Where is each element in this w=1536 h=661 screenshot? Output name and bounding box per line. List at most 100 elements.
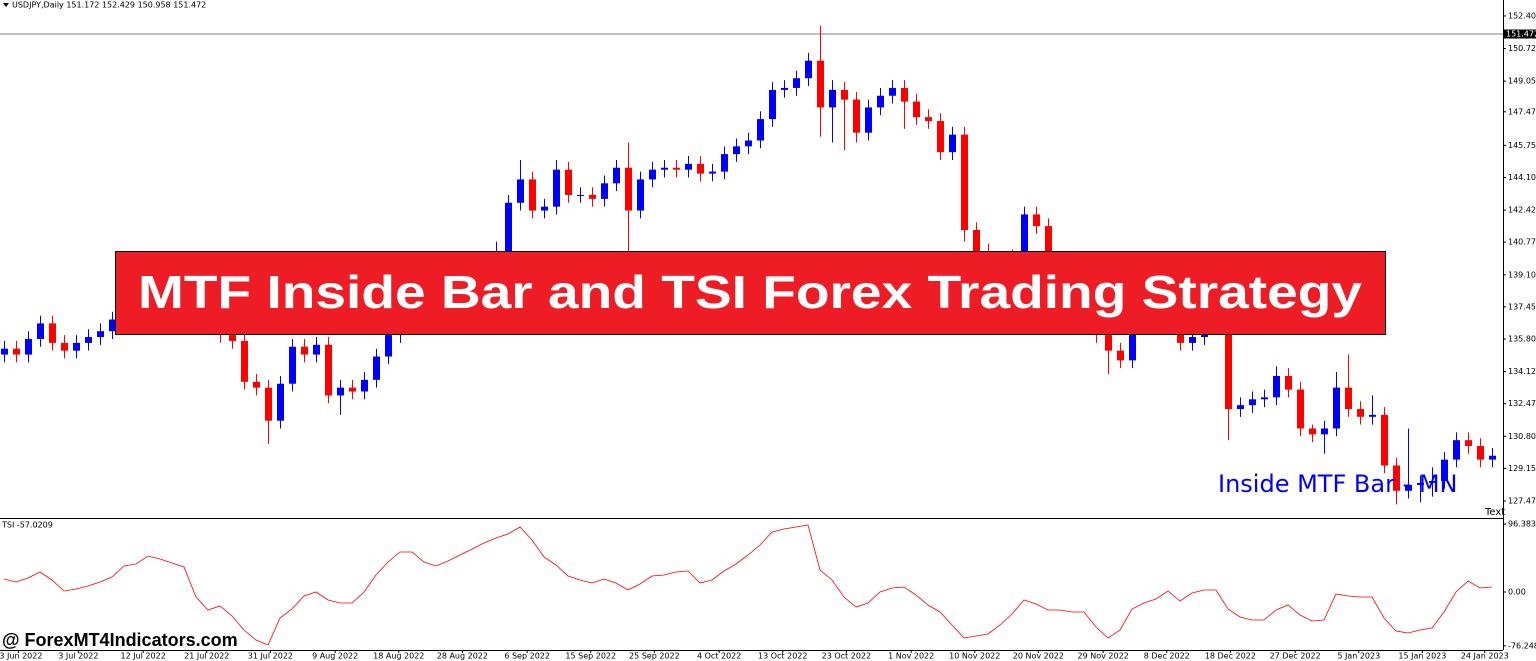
candle-body [1357, 409, 1364, 417]
candle-body [625, 167, 632, 211]
watermark: @ ForexMT4Indicators.com [2, 630, 238, 650]
candle-body [649, 169, 656, 180]
y-tick-label: 142.425 [1508, 206, 1536, 215]
x-tick-label: 15 Jan 2023 [1398, 652, 1446, 661]
candle-body [685, 163, 692, 170]
x-tick-label: 10 Nov 2022 [949, 652, 1000, 661]
candle-body [1333, 387, 1340, 429]
candle-body [877, 95, 884, 108]
indicator-title: TSI -57.0209 [1, 521, 53, 530]
candle-body [1477, 446, 1484, 460]
x-tick-label: 20 Nov 2022 [1013, 652, 1064, 661]
x-tick-label: 24 Jan 2023 [1461, 652, 1509, 661]
candle-body [697, 163, 704, 174]
candle-body [1489, 455, 1496, 460]
candle-body [721, 154, 728, 172]
candle-body [565, 169, 572, 195]
candle-body [937, 121, 944, 153]
candle-body [841, 89, 848, 100]
candle-body [253, 381, 260, 388]
candle-body [805, 60, 812, 79]
candle-body [829, 89, 836, 108]
y-tick-label: 134.125 [1508, 367, 1536, 376]
candle-body [1297, 389, 1304, 429]
candle-body [1225, 317, 1232, 410]
candle-body [973, 230, 980, 262]
x-tick-label: 18 Dec 2022 [1205, 652, 1256, 661]
x-tick-label: 4 Oct 2022 [697, 652, 741, 661]
candle-body [1249, 399, 1256, 406]
candle-body [1453, 440, 1460, 460]
candle-body [745, 140, 752, 147]
candle-body [229, 335, 236, 341]
candle-body [1345, 387, 1352, 410]
x-tick-label: 25 Sep 2022 [629, 652, 680, 661]
candle-body [949, 134, 956, 153]
candle-body [589, 194, 596, 199]
candle-body [781, 87, 788, 90]
candle-body [373, 356, 380, 380]
candle-body [733, 146, 740, 155]
y-tick-label: 137.450 [1508, 302, 1536, 311]
candle-body [661, 167, 668, 170]
y-tick-label: 129.150 [1508, 464, 1536, 473]
text-object: Text [1484, 507, 1505, 518]
candle-body [1429, 481, 1436, 483]
candle-body [889, 87, 896, 96]
candle-body [301, 346, 308, 355]
candle-body [1261, 397, 1268, 400]
candle-body [1405, 484, 1412, 491]
candle-body [553, 169, 560, 207]
candle-body [25, 338, 32, 355]
candle-body [757, 119, 764, 141]
x-tick-label: 18 Aug 2022 [373, 652, 424, 661]
y-tick-label: -76.248 [1508, 641, 1536, 650]
x-tick-label: 31 Jul 2022 [248, 652, 293, 661]
candle-body [37, 323, 44, 339]
y-tick-label: 150.725 [1508, 44, 1536, 53]
candle-body [13, 348, 20, 355]
y-tick-label: 135.800 [1508, 334, 1536, 343]
banner [115, 251, 1386, 335]
candle-body [1237, 405, 1244, 410]
y-tick-label: 96.3835 [1508, 520, 1536, 529]
x-tick-label: 5 Jan 2023 [1337, 652, 1380, 661]
y-tick-label: 0.00 [1508, 588, 1526, 597]
candle-body [277, 383, 284, 421]
candle-body [961, 134, 968, 231]
candle-body [709, 171, 716, 174]
candle-body [1465, 440, 1472, 447]
price-label: 151.472 [1506, 30, 1536, 39]
indicator-line [3, 524, 1493, 646]
x-tick-label: 13 Oct 2022 [758, 652, 807, 661]
x-tick-label: 23 Oct 2022 [822, 652, 871, 661]
candle-body [97, 331, 104, 338]
candle-body [349, 387, 356, 392]
candle-body [1, 348, 8, 355]
x-tick-label: 15 Sep 2022 [565, 652, 616, 661]
y-tick-label: 140.775 [1508, 238, 1536, 247]
candle-body [925, 117, 932, 122]
candle-body [61, 342, 68, 351]
y-tick-label: 127.475 [1508, 496, 1536, 505]
y-tick-label: 152.400 [1508, 11, 1536, 20]
y-tick-label: 139.100 [1508, 270, 1536, 279]
candle-body [901, 87, 908, 102]
y-tick-label: 130.800 [1508, 432, 1536, 441]
candle-body [1285, 375, 1292, 390]
candle-body [313, 344, 320, 355]
candle-body [865, 107, 872, 133]
y-tick-label: 147.475 [1508, 107, 1536, 116]
candle-body [265, 387, 272, 421]
candle-body [541, 206, 548, 211]
candle-body [769, 89, 776, 120]
candle-body [1273, 375, 1280, 398]
candle-body [85, 337, 92, 343]
x-tick-label: 21 Jul 2022 [184, 652, 229, 661]
candle-body [517, 179, 524, 203]
candle-body [853, 99, 860, 133]
y-tick-label: 144.100 [1508, 173, 1536, 182]
x-tick-label: 6 Sep 2022 [504, 652, 550, 661]
